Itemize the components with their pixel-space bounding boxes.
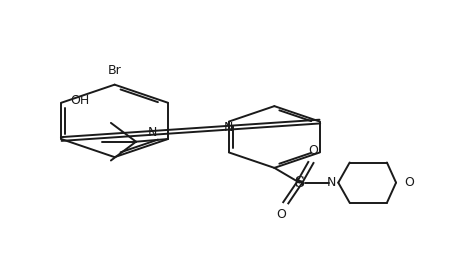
Text: Br: Br — [108, 64, 122, 77]
Text: O: O — [276, 208, 286, 221]
Text: S: S — [294, 176, 304, 190]
Text: OH: OH — [70, 94, 90, 107]
Text: O: O — [308, 144, 318, 157]
Text: N: N — [148, 126, 158, 139]
Text: N: N — [327, 176, 336, 189]
Text: O: O — [404, 176, 414, 189]
Text: N: N — [224, 121, 233, 135]
